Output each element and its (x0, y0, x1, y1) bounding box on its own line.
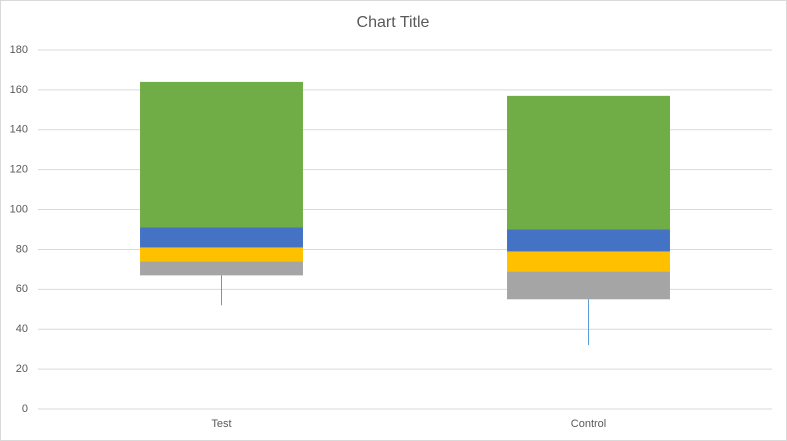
bar-segment (140, 261, 303, 276)
x-tick-label: Test (211, 418, 231, 430)
bar-segment (507, 271, 670, 300)
bar-segment (507, 95, 670, 230)
y-tick-label: 140 (10, 124, 28, 136)
y-tick-label: 180 (10, 44, 28, 56)
x-tick-label: Control (571, 418, 606, 430)
bar-segment (140, 227, 303, 248)
chart-title: Chart Title (357, 14, 430, 31)
bar-segment (507, 229, 670, 252)
bar-segment (507, 251, 670, 272)
y-tick-label: 60 (16, 283, 28, 295)
y-tick-label: 120 (10, 164, 28, 176)
y-tick-label: 20 (16, 363, 28, 375)
y-tick-label: 80 (16, 243, 28, 255)
y-tick-label: 40 (16, 323, 28, 335)
y-tick-label: 100 (10, 203, 28, 215)
y-tick-label: 0 (22, 403, 28, 415)
bar-segment (140, 247, 303, 262)
y-tick-label: 160 (10, 84, 28, 96)
bar-segment (140, 81, 303, 228)
